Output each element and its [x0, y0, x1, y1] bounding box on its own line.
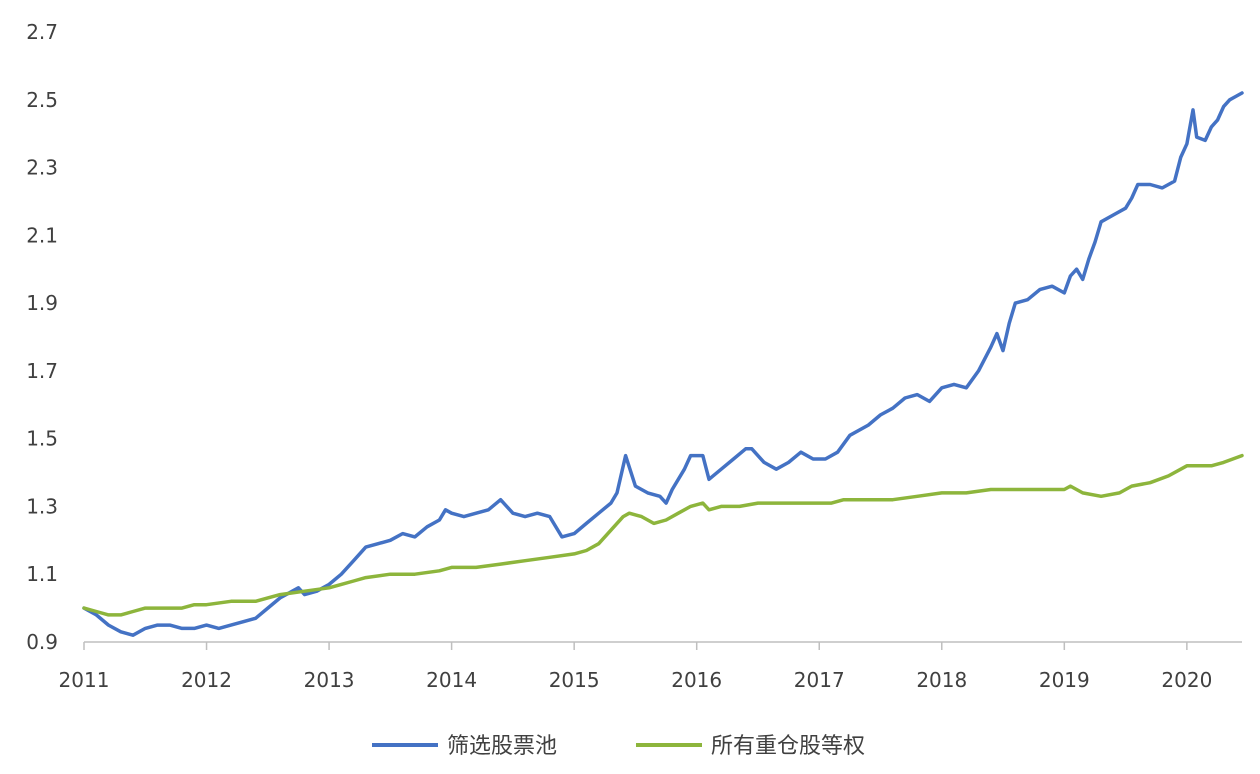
- x-tick-label: 2012: [181, 668, 232, 692]
- series-line-2: [82, 453, 1244, 617]
- y-tick-label: 2.1: [26, 223, 58, 247]
- x-tick-label: 2011: [59, 668, 110, 692]
- y-tick-label: 2.7: [26, 20, 58, 44]
- x-tick-label: 2015: [549, 668, 600, 692]
- y-axis-ticks: 0.9 1.1 1.3 1.5 1.7 1.9 2.1 2.3 2.5 2.7: [26, 20, 58, 654]
- x-tick-label: 2020: [1161, 668, 1212, 692]
- x-axis-ticks: 2011 2012 2013 2014 2015 2016 2017 2018 2019 2020: [59, 642, 1212, 692]
- x-tick-label: 2013: [304, 668, 355, 692]
- legend-label-series-1: 筛选股票池: [447, 734, 557, 759]
- legend: 筛选股票池 所有重仓股等权: [372, 734, 865, 759]
- series-line-1: [82, 91, 1244, 637]
- x-tick-label: 2019: [1039, 668, 1090, 692]
- y-tick-label: 1.9: [26, 291, 58, 315]
- y-tick-label: 1.5: [26, 427, 58, 451]
- x-tick-label: 2018: [916, 668, 967, 692]
- y-tick-label: 1.3: [26, 494, 58, 518]
- x-tick-label: 2014: [426, 668, 477, 692]
- plot-area: [82, 91, 1244, 637]
- y-tick-label: 2.3: [26, 156, 58, 180]
- legend-label-series-2: 所有重仓股等权: [711, 734, 865, 759]
- y-tick-label: 2.5: [26, 88, 58, 112]
- y-tick-label: 0.9: [26, 630, 58, 654]
- x-tick-label: 2016: [671, 668, 722, 692]
- y-tick-label: 1.7: [26, 359, 58, 383]
- x-tick-label: 2017: [794, 668, 845, 692]
- y-tick-label: 1.1: [26, 562, 58, 586]
